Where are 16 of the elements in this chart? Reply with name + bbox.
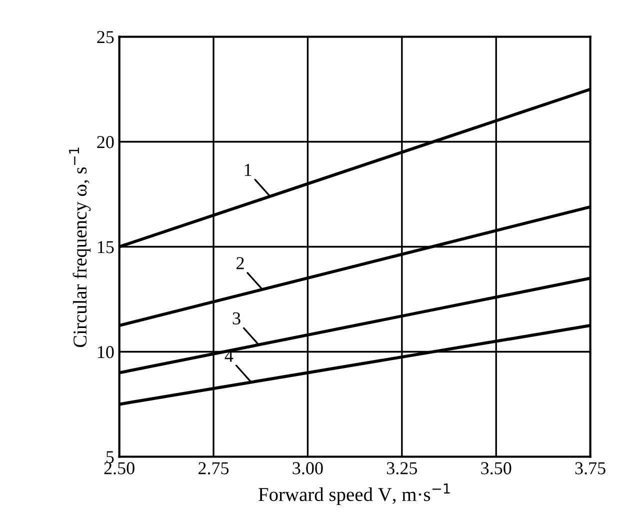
annotation: 3 [232,312,240,324]
y-tick-label: 20 [97,136,114,148]
annotation: 1 [244,164,252,176]
y-tick-label: 5 [106,451,114,464]
x-axis-title: Forward speed V, m·s$^{−1}$ [258,484,450,506]
x-tick-label: 2.50 [104,462,134,474]
x-tick-label: 3.75 [575,462,606,474]
y-axis-title: Circular frequency ω, s$^{−1}$ [69,148,91,348]
x-tick-label: 3.00 [292,462,323,474]
x-tick-label: 2.75 [198,462,229,474]
x-tick-label: 3.50 [481,462,512,474]
annotation: 2 [236,257,244,270]
y-tick-label: 25 [97,31,114,44]
y-tick-label: 15 [98,241,114,254]
x-tick-label: 3.25 [386,462,418,474]
y-tick-label: 10 [98,346,114,358]
